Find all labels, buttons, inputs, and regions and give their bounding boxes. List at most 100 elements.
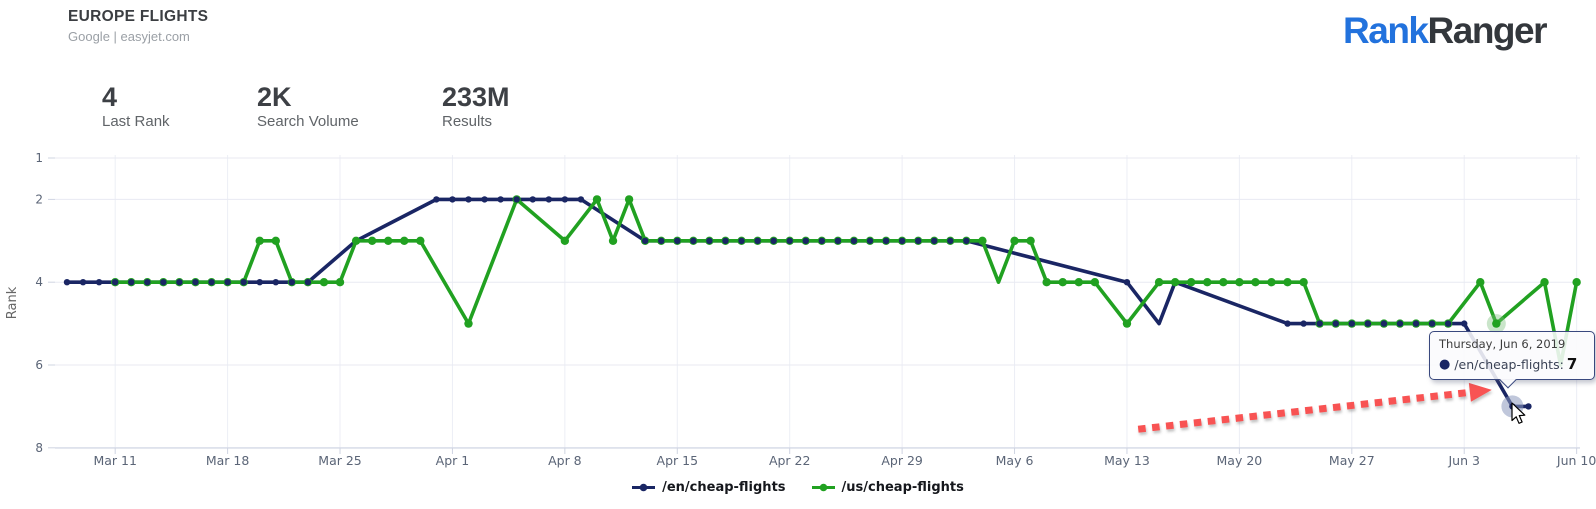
data-point[interactable] (256, 279, 263, 286)
data-point[interactable] (1572, 278, 1581, 287)
data-point[interactable] (384, 236, 393, 245)
data-point[interactable] (63, 279, 71, 286)
data-point[interactable] (738, 237, 745, 244)
data-point[interactable] (79, 279, 87, 286)
data-point[interactable] (351, 236, 361, 245)
data-point[interactable] (914, 237, 922, 244)
data-point[interactable] (690, 237, 697, 244)
data-point[interactable] (560, 236, 570, 245)
data-point[interactable] (1203, 278, 1212, 287)
data-point[interactable] (866, 237, 874, 244)
data-point[interactable] (272, 279, 279, 286)
data-point[interactable] (481, 196, 488, 203)
data-point[interactable] (335, 278, 345, 287)
data-point[interactable] (1428, 320, 1436, 327)
data-point[interactable] (1026, 236, 1035, 245)
data-point[interactable] (545, 196, 552, 203)
data-point[interactable] (1170, 278, 1180, 287)
data-point[interactable] (1154, 278, 1164, 287)
data-point[interactable] (240, 279, 247, 286)
data-point[interactable] (882, 237, 890, 244)
data-point[interactable] (978, 236, 987, 245)
data-point[interactable] (1267, 278, 1276, 287)
data-point[interactable] (176, 279, 183, 286)
data-point[interactable] (1332, 320, 1339, 327)
data-point[interactable] (144, 279, 151, 286)
data-point[interactable] (931, 237, 938, 244)
data-point[interactable] (255, 236, 264, 245)
data-point[interactable] (802, 237, 809, 244)
data-point[interactable] (111, 279, 119, 286)
data-point[interactable] (561, 196, 569, 203)
data-point[interactable] (1461, 320, 1468, 327)
data-point[interactable] (95, 279, 103, 286)
data-point[interactable] (624, 195, 634, 204)
data-point[interactable] (1251, 278, 1260, 287)
data-point[interactable] (319, 278, 329, 287)
data-point[interactable] (1540, 278, 1549, 287)
data-point[interactable] (786, 237, 793, 244)
data-point[interactable] (1122, 319, 1132, 328)
data-point[interactable] (608, 236, 618, 245)
data-point[interactable] (754, 237, 761, 244)
data-point[interactable] (367, 236, 377, 245)
data-point[interactable] (1042, 278, 1051, 287)
data-point[interactable] (160, 279, 167, 286)
data-point[interactable] (1396, 320, 1404, 327)
data-point[interactable] (658, 237, 665, 244)
data-point[interactable] (192, 279, 199, 286)
data-point[interactable] (208, 279, 215, 286)
data-point[interactable] (947, 237, 954, 244)
data-point[interactable] (1187, 278, 1196, 287)
data-point[interactable] (529, 196, 536, 203)
legend-item-us-cheap-flights[interactable]: /us/cheap-flights (811, 480, 964, 495)
data-point[interactable] (641, 237, 649, 244)
data-point[interactable] (497, 196, 504, 203)
data-point[interactable] (577, 196, 585, 203)
data-point[interactable] (1235, 278, 1244, 287)
data-point[interactable] (465, 196, 472, 203)
data-point[interactable] (464, 319, 473, 328)
data-point[interactable] (850, 237, 858, 244)
data-point[interactable] (1219, 278, 1228, 287)
rankranger-logo[interactable]: RankRanger (1343, 10, 1547, 52)
data-point[interactable] (898, 237, 906, 244)
data-point[interactable] (1283, 278, 1292, 287)
legend-item-en-cheap-flights[interactable]: /en/cheap-flights (632, 480, 786, 495)
data-point[interactable] (1300, 320, 1307, 327)
data-point[interactable] (433, 196, 440, 203)
data-point[interactable] (1090, 278, 1100, 287)
data-point[interactable] (513, 196, 520, 203)
data-point[interactable] (722, 237, 729, 244)
data-point[interactable] (818, 237, 826, 244)
data-point[interactable] (1284, 320, 1291, 327)
data-point[interactable] (963, 237, 970, 244)
data-point[interactable] (400, 236, 409, 245)
data-point[interactable] (1123, 279, 1131, 286)
data-point[interactable] (1348, 320, 1356, 327)
data-point[interactable] (1058, 278, 1067, 287)
data-point[interactable] (271, 236, 280, 245)
data-point[interactable] (128, 279, 135, 286)
data-point[interactable] (304, 279, 312, 286)
data-point[interactable] (706, 237, 713, 244)
data-point[interactable] (1316, 320, 1323, 327)
data-point[interactable] (674, 237, 681, 244)
data-point[interactable] (1010, 236, 1019, 245)
data-point[interactable] (1492, 319, 1501, 328)
data-point[interactable] (834, 237, 842, 244)
data-point[interactable] (1074, 278, 1083, 287)
data-point[interactable] (770, 237, 777, 244)
data-point[interactable] (1476, 278, 1485, 287)
data-point[interactable] (288, 279, 296, 286)
data-point[interactable] (449, 196, 456, 203)
data-point[interactable] (1380, 320, 1388, 327)
data-point[interactable] (1444, 320, 1452, 327)
data-point[interactable] (1412, 320, 1420, 327)
data-point[interactable] (416, 236, 425, 245)
data-point[interactable] (1364, 320, 1372, 327)
data-point[interactable] (592, 195, 602, 204)
data-point[interactable] (224, 279, 231, 286)
data-point[interactable] (1525, 403, 1532, 410)
data-point[interactable] (1299, 278, 1308, 287)
